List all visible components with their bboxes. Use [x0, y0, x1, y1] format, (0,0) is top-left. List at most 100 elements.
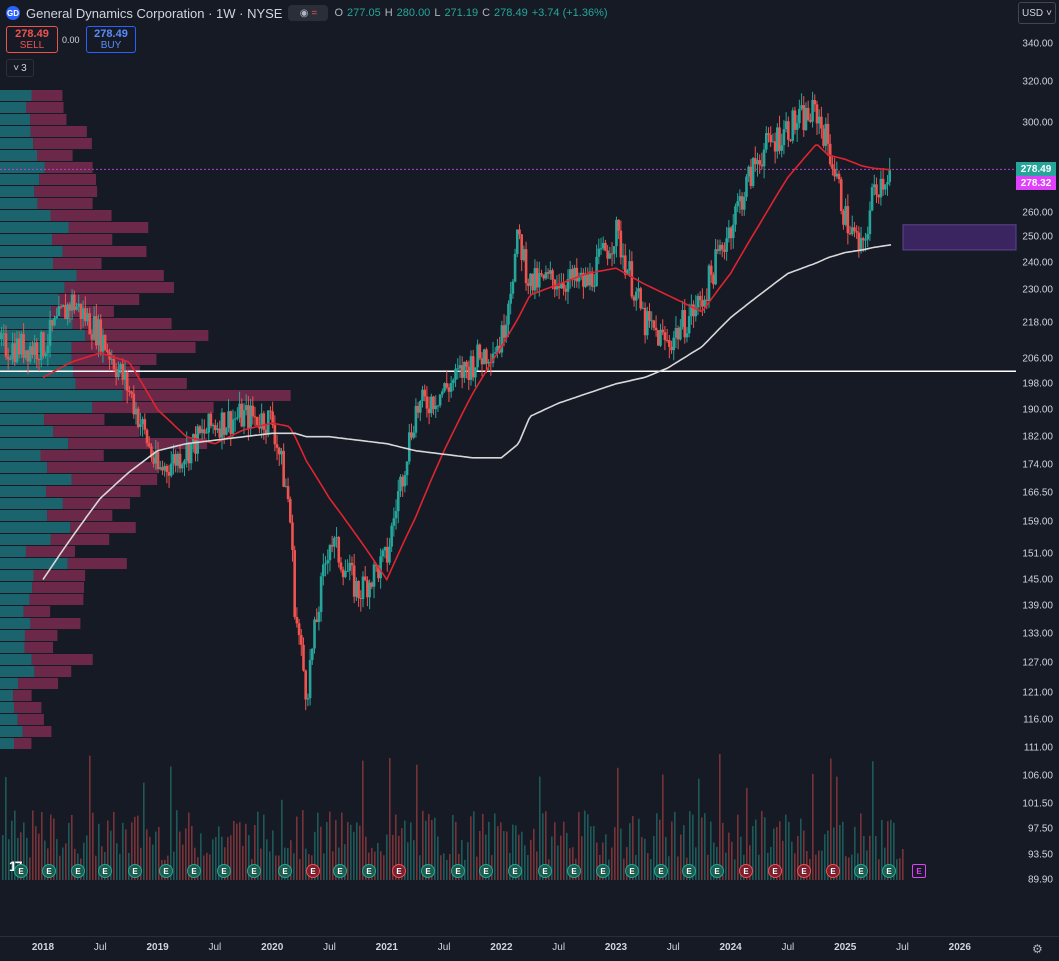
earnings-marker[interactable]: E [333, 864, 347, 878]
symbol-title[interactable]: General Dynamics Corporation · 1W · NYSE [26, 5, 283, 21]
volume-bar [260, 848, 262, 880]
volume-bar [125, 829, 127, 880]
candle-body [441, 391, 444, 395]
volume-bar [710, 821, 712, 880]
volume-profile-down-bar [44, 162, 93, 173]
volume-profile-down-bar [33, 138, 92, 149]
earnings-marker[interactable]: E [14, 864, 28, 878]
earnings-marker[interactable]: E [278, 864, 292, 878]
gear-icon[interactable]: ⚙ [1032, 942, 1043, 956]
volume-bar [440, 855, 442, 880]
volume-bar [11, 820, 13, 880]
volume-bar [443, 853, 445, 880]
earnings-marker[interactable]: E [392, 864, 406, 878]
candle-body [604, 242, 607, 251]
buy-button[interactable]: 278.49 BUY [86, 26, 136, 53]
earnings-marker[interactable]: E [739, 864, 753, 878]
earnings-marker[interactable]: E [98, 864, 112, 878]
earnings-marker[interactable]: E [159, 864, 173, 878]
earnings-marker[interactable]: E [306, 864, 320, 878]
volume-bar [386, 834, 388, 880]
earnings-marker[interactable]: E [654, 864, 668, 878]
volume-bar [866, 850, 868, 880]
candle-body [125, 372, 129, 391]
volume-profile-down-bar [30, 126, 87, 137]
earnings-marker[interactable]: E [682, 864, 696, 878]
symbol-logo-icon[interactable]: GD [6, 6, 20, 20]
volume-profile-up-bar [0, 210, 51, 221]
volume-bar [113, 811, 115, 880]
candle-body [84, 308, 87, 322]
candle-body [853, 227, 856, 232]
candle-body [467, 366, 471, 380]
candle-body [368, 582, 371, 598]
earnings-marker[interactable]: E [912, 864, 926, 878]
time-tick: Jul [781, 942, 795, 953]
earnings-marker[interactable]: E [625, 864, 639, 878]
earnings-marker[interactable]: E [71, 864, 85, 878]
earnings-marker[interactable]: E [710, 864, 724, 878]
equals-icon: = [311, 7, 318, 19]
volume-bar [842, 821, 844, 880]
volume-bar [767, 852, 769, 880]
candle-body [696, 295, 700, 308]
earnings-marker[interactable]: E [421, 864, 435, 878]
volume-bar [56, 839, 58, 880]
candle-body [773, 141, 777, 152]
candle-body [4, 333, 8, 357]
candle-body [729, 227, 733, 239]
earnings-marker[interactable]: E [854, 864, 868, 878]
candle-body [709, 265, 713, 275]
earnings-marker[interactable]: E [247, 864, 261, 878]
earnings-marker[interactable]: E [479, 864, 493, 878]
volume-bar [638, 818, 640, 880]
volume-bar [404, 820, 406, 880]
candle-body [291, 522, 294, 551]
earnings-marker[interactable]: E [882, 864, 896, 878]
candle-body [117, 369, 120, 378]
volume-bar [281, 799, 283, 880]
price-tick: 133.00 [1022, 628, 1053, 640]
earnings-marker[interactable]: E [187, 864, 201, 878]
volume-bar [179, 831, 181, 880]
volume-profile-down-bar [13, 690, 32, 701]
indicator-legend-toggle[interactable]: ˅ 3 [6, 59, 34, 77]
time-axis[interactable] [0, 936, 1059, 961]
candle-body [185, 443, 188, 461]
earnings-marker[interactable]: E [128, 864, 142, 878]
earnings-marker[interactable]: E [596, 864, 610, 878]
price-tick: 260.00 [1022, 207, 1053, 219]
volume-bar [275, 855, 277, 880]
candle-body [617, 219, 620, 231]
earnings-marker[interactable]: E [451, 864, 465, 878]
earnings-marker[interactable]: E [768, 864, 782, 878]
earnings-marker[interactable]: E [567, 864, 581, 878]
earnings-marker[interactable]: E [508, 864, 522, 878]
volume-bar [572, 847, 574, 880]
earnings-marker[interactable]: E [217, 864, 231, 878]
volume-bar [149, 836, 151, 880]
volume-bar [242, 845, 244, 880]
earnings-marker[interactable]: E [42, 864, 56, 878]
currency-selector[interactable]: USD ˅ [1018, 2, 1056, 24]
candle-body [355, 580, 358, 597]
candle-body [346, 570, 349, 572]
sell-button[interactable]: 278.49 SELL [6, 26, 58, 53]
candle-body [134, 408, 138, 415]
candle-body [687, 316, 691, 334]
candle-body [17, 338, 21, 355]
volume-bar [95, 855, 97, 880]
volume-bar [101, 846, 103, 880]
candle-body [485, 349, 488, 364]
candle-body [106, 350, 109, 353]
earnings-marker[interactable]: E [826, 864, 840, 878]
candle-body [313, 619, 316, 649]
earnings-marker[interactable]: E [797, 864, 811, 878]
earnings-marker[interactable]: E [538, 864, 552, 878]
visibility-toggle[interactable]: ◉ = [288, 5, 329, 21]
earnings-marker[interactable]: E [362, 864, 376, 878]
volume-bar [584, 810, 586, 880]
candle-body [275, 444, 279, 448]
